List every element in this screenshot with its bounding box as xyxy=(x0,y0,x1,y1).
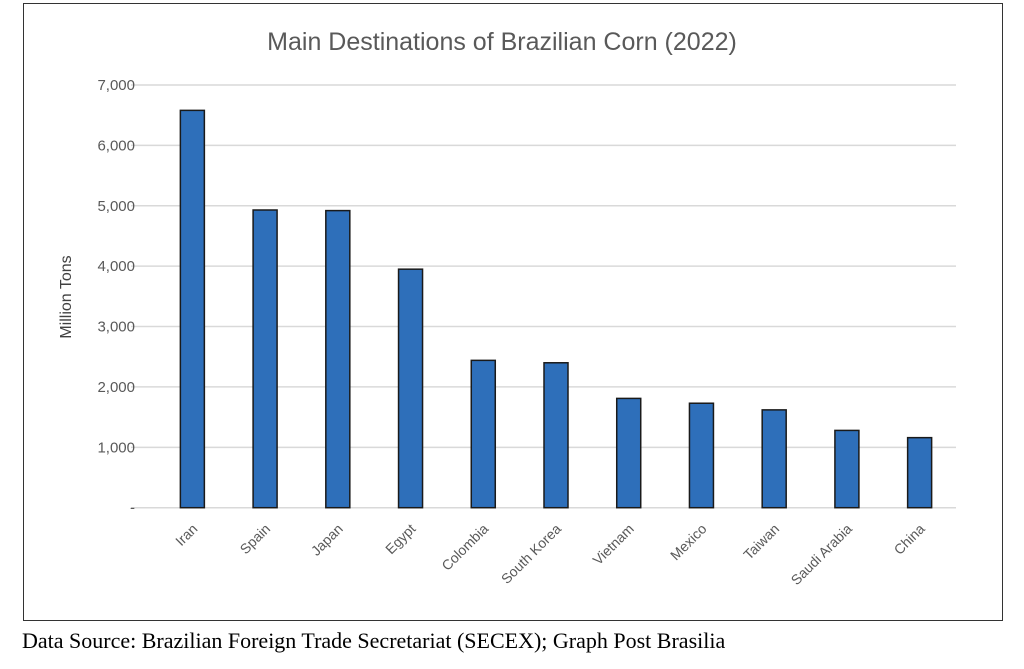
x-tick-label: Spain xyxy=(237,521,274,558)
x-tick-label: Japan xyxy=(308,521,346,559)
bar-mexico xyxy=(688,402,715,509)
x-tick-label: Iran xyxy=(172,521,200,549)
bar-south-korea xyxy=(543,362,569,509)
y-tick-label: 2,000 xyxy=(97,379,135,396)
y-tick-label: - xyxy=(130,500,135,517)
x-tick-label: Egypt xyxy=(382,520,419,557)
x-tick-label: Colombia xyxy=(438,520,491,573)
data-source-caption: Data Source: Brazilian Foreign Trade Sec… xyxy=(22,628,726,653)
x-tick-label: Taiwan xyxy=(740,521,782,563)
y-tick-label: 4,000 xyxy=(97,258,135,275)
y-tick-label: 5,000 xyxy=(97,198,135,215)
x-tick-label: Saudi Arabia xyxy=(788,520,856,588)
chart-frame xyxy=(23,3,1003,621)
bar-japan xyxy=(325,209,351,509)
bar-saudi-arabia xyxy=(834,429,860,509)
bar-china xyxy=(906,436,933,509)
y-tick-label: 3,000 xyxy=(97,319,135,336)
x-tick-label: Vietnam xyxy=(589,521,636,568)
y-tick-label: 6,000 xyxy=(97,137,135,154)
x-tick-label: Mexico xyxy=(667,520,710,563)
x-tick-label: China xyxy=(891,520,928,557)
bar-taiwan xyxy=(761,409,787,509)
y-tick-label: 7,000 xyxy=(97,77,135,94)
y-axis-label: Million Tons xyxy=(58,255,75,338)
bar-colombia xyxy=(470,359,497,509)
bar-vietnam xyxy=(615,397,642,509)
bar-spain xyxy=(252,209,278,509)
y-tick-label: 1,000 xyxy=(97,439,135,456)
chart-title: Main Destinations of Brazilian Corn (202… xyxy=(267,28,737,56)
bar-egypt xyxy=(397,268,424,509)
x-tick-label: South Korea xyxy=(498,520,565,587)
bar-iran xyxy=(179,109,206,509)
